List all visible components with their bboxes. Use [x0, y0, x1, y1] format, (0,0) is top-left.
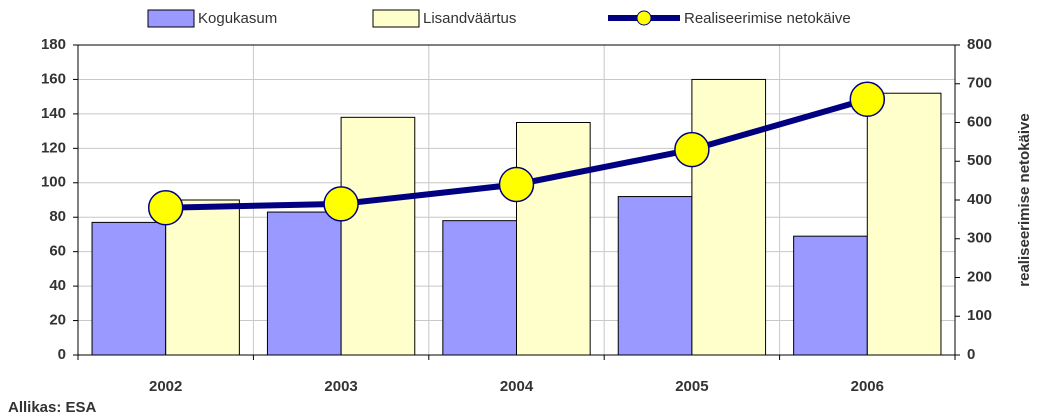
y2-tick-label: 400: [967, 191, 992, 208]
y2-tick-label: 800: [967, 36, 992, 53]
legend-marker: [636, 10, 652, 26]
legend-swatch: [372, 9, 420, 28]
bar: [165, 199, 240, 356]
y2-tick-label: 700: [967, 75, 992, 92]
x-tick-label: 2005: [675, 378, 708, 395]
bar: [91, 221, 167, 356]
y-tick-label: 40: [49, 277, 66, 294]
source: Allikas: ESA: [8, 399, 97, 416]
bar: [266, 211, 342, 356]
bar: [793, 235, 868, 356]
marker: [323, 186, 359, 222]
marker: [674, 131, 710, 168]
y-tick-label: 180: [41, 36, 66, 53]
bar: [617, 196, 693, 356]
plot-frame: [77, 44, 956, 356]
y2-tick-label: 500: [967, 152, 992, 169]
y-tick-label: 160: [41, 70, 66, 87]
x-tick-label: 2003: [324, 378, 357, 395]
y2-tick-label: 200: [967, 268, 992, 285]
x-tick-label: 2004: [500, 378, 534, 395]
marker: [849, 81, 886, 117]
bar: [340, 116, 416, 356]
y2-tick-label: 300: [967, 230, 992, 247]
x-tick-label: 2006: [851, 378, 884, 395]
bar: [866, 92, 942, 356]
y-tick-label: 0: [58, 346, 66, 363]
y-tick-label: 140: [41, 105, 66, 122]
bar: [442, 220, 517, 356]
legend-label: Kogukasum: [198, 10, 277, 27]
marker: [147, 190, 184, 226]
bar: [516, 122, 591, 356]
bar: [691, 78, 767, 356]
y-tick-label: 120: [41, 139, 66, 156]
y2-tick-label: 600: [967, 113, 992, 130]
y-tick-label: 60: [49, 243, 66, 260]
y2-tick-label: 0: [967, 346, 975, 363]
x-tick-label: 2002: [149, 378, 182, 395]
legend-label: Realiseerimise netokäive: [684, 10, 851, 27]
y-tick-label: 80: [49, 208, 66, 225]
marker: [498, 166, 535, 203]
y-tick-label: 20: [49, 312, 66, 329]
y2-axis-label: realiseerimise netokäive: [1016, 113, 1033, 286]
y-tick-label: 100: [41, 174, 66, 191]
legend-label: Lisandväärtus: [423, 10, 516, 27]
y2-tick-label: 100: [967, 307, 992, 324]
legend-swatch: [147, 9, 195, 28]
